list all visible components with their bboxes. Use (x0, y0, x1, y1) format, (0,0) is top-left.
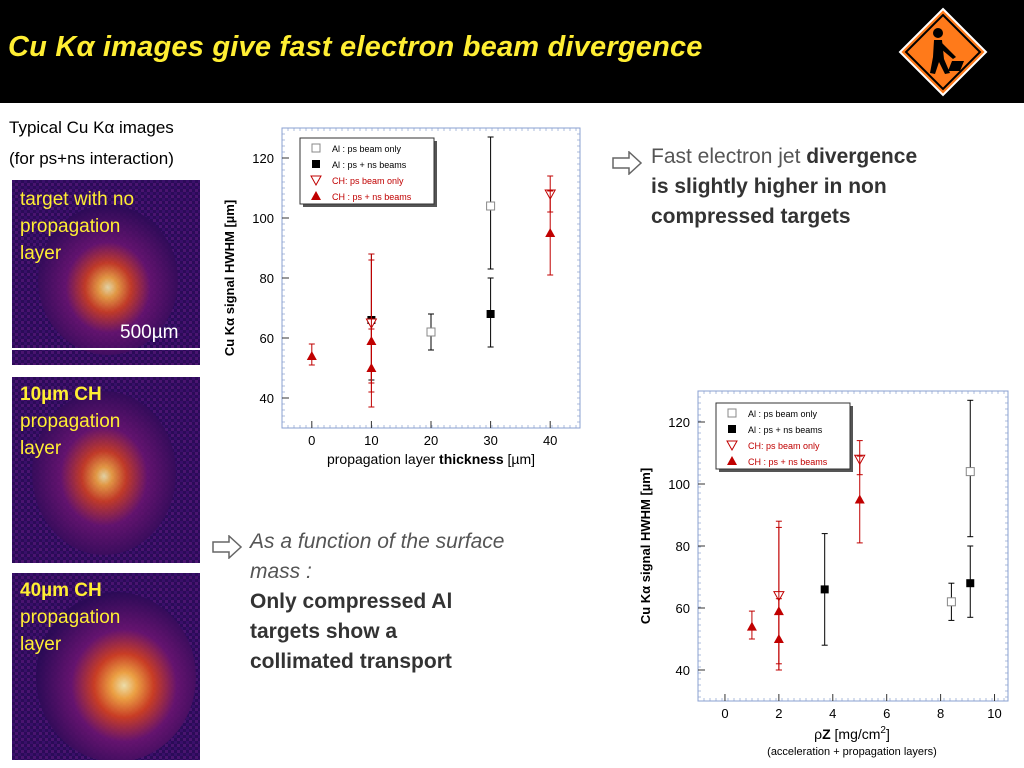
panel2-label: 10µm CH propagation layer (20, 384, 121, 459)
x-label-part: [µm] (504, 451, 535, 467)
x-tick-label: 0 (308, 433, 315, 448)
x-label-part: [mg/cm (831, 726, 881, 742)
data-point (746, 621, 757, 631)
title-suffix: images give fast electron beam divergenc… (94, 31, 703, 63)
x-label-part: propagation layer (327, 451, 439, 467)
data-point (726, 440, 738, 452)
legend-label: CH : ps + ns beams (748, 457, 828, 467)
legend-box (715, 402, 851, 470)
x-label-part: thickness (439, 451, 504, 467)
y-tick-label: 100 (252, 211, 274, 226)
kalpha-image (12, 573, 200, 760)
x-label-part: 2 (880, 725, 886, 736)
x-axis-label: propagation layer thickness [µm] (327, 451, 535, 467)
chart-areal-density: 0 2 4 6 8 10 40 60 80 100 120 Cu Kα signal HWHM [µm… (638, 390, 1009, 758)
series-square (820, 533, 975, 646)
data-point (965, 467, 975, 477)
legend-label: CH: ps beam only (332, 176, 404, 186)
chart-thickness: 0 10 20 30 40 40 60 80 100 120 Cu Kα signal HWHM [… (222, 127, 581, 467)
alpha-symbol: α (76, 31, 95, 63)
x-tick-label: 10 (987, 706, 1001, 721)
arrow-icon (612, 151, 642, 175)
legend-label: Al : ps + ns beams (332, 160, 407, 170)
x-tick-label: 0 (721, 706, 728, 721)
note-divergence: Fast electron jet divergence is slightly… (651, 145, 918, 228)
x-label-part: ] (886, 726, 890, 742)
panel1-label: target with no propagation layer (20, 189, 135, 264)
legend: Al : ps beam only Al : ps + ns beams CH: p… (715, 402, 853, 472)
kalpha-image (12, 377, 200, 563)
x-axis-sublabel: (acceleration + propagation layers) (767, 746, 937, 758)
x-tick-label: 10 (364, 433, 378, 448)
y-tick-label: 60 (260, 331, 274, 346)
data-point (426, 327, 436, 337)
data-point (486, 201, 496, 211)
data-point (946, 597, 956, 607)
x-label-part: ρ (814, 726, 822, 742)
x-tick-label: 4 (829, 706, 836, 721)
data-point (727, 408, 737, 418)
data-point (728, 425, 736, 433)
series-triangle (306, 190, 556, 408)
data-point (366, 363, 377, 372)
slide-title: Cu Kα images give fast electron beam div… (8, 31, 703, 64)
data-point (312, 160, 320, 168)
image-panel-no-layer: target with no propagation layer 500µm (12, 180, 200, 365)
x-axis-label: ρZ [mg/cm2] (814, 725, 890, 742)
data-point (727, 456, 737, 465)
x-label-part: Z (822, 726, 831, 742)
data-point (545, 228, 556, 237)
y-tick-label: 60 (676, 601, 690, 616)
image-panel-40um: 40µm CH propagation layer (12, 573, 200, 760)
data-point (486, 310, 495, 318)
y-axis-label: Cu Kα signal HWHM [µm] (222, 200, 237, 356)
panel3-label: 40µm CH propagation layer (20, 580, 121, 655)
y-tick-label: 120 (252, 151, 274, 166)
y-tick-label: 80 (260, 271, 274, 286)
legend: Al : ps beam only Al : ps + ns beams CH: p… (299, 137, 437, 207)
data-point (311, 191, 321, 200)
y-tick-label: 40 (260, 391, 274, 406)
scale-label: 500µm (120, 322, 179, 343)
x-tick-label: 40 (543, 433, 557, 448)
y-tick-label: 40 (676, 663, 690, 678)
data-point (310, 175, 322, 187)
legend-label: CH: ps beam only (748, 441, 820, 451)
title-prefix: Cu K (8, 31, 77, 63)
data-point (854, 494, 865, 504)
legend-label: CH : ps + ns beams (332, 192, 412, 202)
legend-box (299, 137, 435, 205)
series-square-open (426, 136, 496, 351)
legend-label: Al : ps + ns beams (748, 425, 823, 435)
legend-label: Al : ps beam only (332, 144, 402, 154)
header-bar: Cu Kα images give fast electron beam div… (0, 0, 1024, 103)
x-tick-label: 2 (775, 706, 782, 721)
image-panel-10um: 10µm CH propagation layer (12, 377, 200, 563)
legend-label: Al : ps beam only (748, 409, 818, 419)
kalpha-image (12, 180, 200, 365)
x-tick-label: 20 (424, 433, 438, 448)
left-caption-line1: Typical Cu Kα images (9, 118, 174, 137)
data-point (773, 634, 784, 643)
y-tick-label: 120 (668, 415, 690, 430)
y-tick-label: 100 (668, 477, 690, 492)
left-caption-line2: (for ps+ns interaction) (9, 149, 174, 168)
y-tick-label: 80 (676, 539, 690, 554)
arrow-icon (212, 535, 242, 559)
x-tick-label: 6 (883, 706, 890, 721)
series-triangle (746, 455, 865, 671)
y-axis-label: Cu Kα signal HWHM [µm] (638, 468, 653, 624)
data-point (311, 143, 321, 153)
scale-bar (12, 348, 200, 350)
construction-sign-icon (898, 7, 988, 97)
x-tick-label: 30 (483, 433, 497, 448)
note-surface-mass: As a function of the surface mass : Only… (250, 530, 505, 673)
series-square-open (946, 399, 975, 621)
x-tick-label: 8 (937, 706, 944, 721)
data-point (820, 585, 829, 594)
data-point (966, 579, 975, 588)
data-point (306, 351, 317, 360)
